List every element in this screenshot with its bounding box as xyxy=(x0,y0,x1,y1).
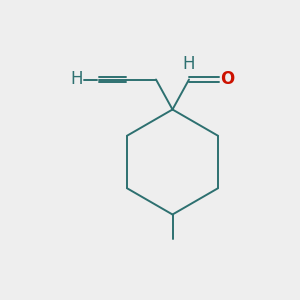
Text: O: O xyxy=(220,70,235,88)
Text: H: H xyxy=(70,70,83,88)
Text: H: H xyxy=(183,55,195,73)
